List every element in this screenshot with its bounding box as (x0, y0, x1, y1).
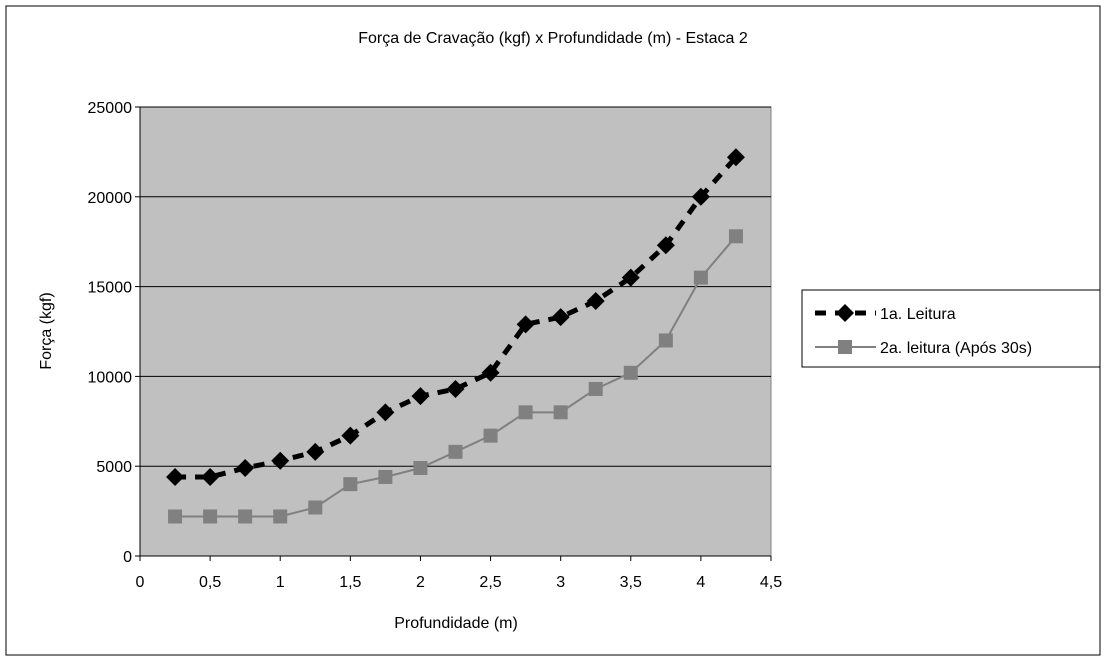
y-tick-label: 15000 (88, 280, 133, 297)
data-point (728, 229, 743, 244)
data-point (413, 460, 428, 475)
data-point (623, 365, 638, 380)
data-point (308, 500, 323, 515)
data-point (586, 291, 605, 310)
x-tick-label: 3 (556, 574, 565, 591)
data-point (273, 509, 288, 524)
data-point (553, 405, 568, 420)
y-tick-label: 0 (123, 549, 132, 566)
series-line (175, 155, 738, 480)
y-tick-label: 25000 (88, 100, 133, 117)
data-point (306, 442, 325, 461)
data-point (656, 236, 675, 255)
legend-marker (836, 304, 854, 322)
x-tick-label: 2,5 (479, 574, 501, 591)
x-tick-label: 2 (416, 574, 425, 591)
x-axis-label: Profundidade (m) (394, 615, 518, 632)
x-tick-label: 1 (276, 574, 285, 591)
legend: 1a. Leitura 2a. leitura (Após 30s) (801, 289, 1101, 368)
x-tick-label: 4,5 (760, 574, 782, 591)
data-point (376, 403, 395, 422)
x-tick-label: 1,5 (339, 574, 361, 591)
series-2 (168, 229, 743, 524)
data-point (551, 308, 570, 327)
data-point (236, 458, 255, 477)
y-tick-label: 5000 (96, 459, 132, 476)
data-point (203, 509, 218, 524)
legend-box (801, 289, 1101, 368)
data-point (481, 363, 500, 382)
x-tick-label: 0,5 (199, 574, 221, 591)
data-point (518, 405, 533, 420)
data-point (693, 270, 708, 285)
legend-marker (838, 340, 852, 354)
data-point (166, 467, 185, 486)
legend-item-1: 1a. Leitura (815, 304, 956, 323)
data-point (201, 467, 220, 486)
plot-area (139, 106, 772, 557)
y-tick-label: 20000 (88, 190, 133, 207)
data-point (691, 187, 710, 206)
x-tick-label: 4 (696, 574, 705, 591)
y-axis-label: Força (kgf) (38, 292, 55, 369)
y-tick-label: 10000 (88, 369, 133, 386)
x-tick-label: 0 (136, 574, 145, 591)
legend-label: 2a. leitura (Após 30s) (880, 340, 1032, 357)
axes: 0 5000 10000 15000 20000 25000 0 0,5 1 1,5 2 2,5 3 3,… (88, 100, 783, 591)
data-point (378, 469, 393, 484)
chart-title: Força de Cravação (kgf) x Profundidade (… (358, 30, 748, 47)
data-point (411, 387, 430, 406)
data-point (726, 148, 745, 167)
data-point (446, 379, 465, 398)
data-point (343, 477, 358, 492)
data-point (621, 268, 640, 287)
series-1 (166, 148, 745, 486)
data-point (271, 451, 290, 470)
data-point (588, 381, 603, 396)
data-point (483, 428, 498, 443)
x-tick-label: 3,5 (620, 574, 642, 591)
data-point (341, 426, 360, 445)
data-point (238, 509, 253, 524)
legend-label: 1a. Leitura (880, 306, 956, 323)
data-point (168, 509, 183, 524)
legend-item-2: 2a. leitura (Após 30s) (815, 340, 1032, 357)
data-point (658, 333, 673, 348)
series (166, 148, 745, 524)
data-point (448, 444, 463, 459)
data-point (516, 315, 535, 334)
